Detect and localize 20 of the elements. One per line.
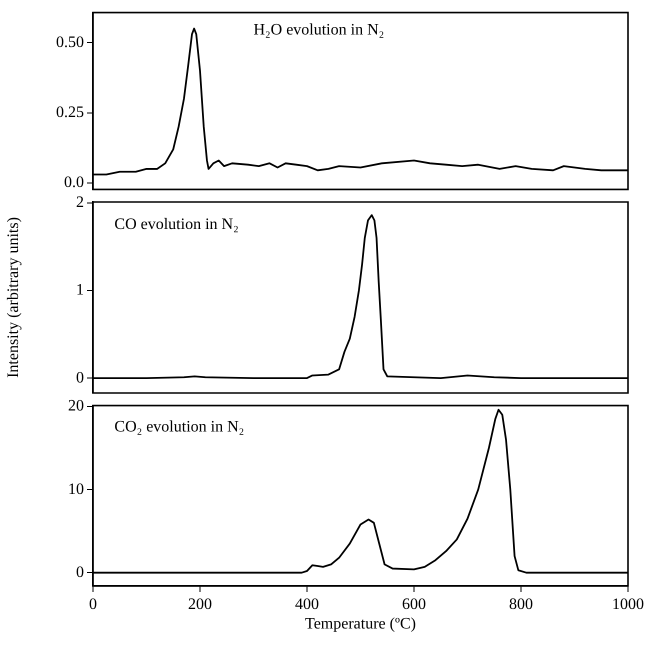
y-tick-label: 0: [76, 369, 84, 386]
x-tick-label: 400: [295, 596, 319, 613]
y-tick-label: 20: [68, 398, 84, 415]
y-tick-label: 0.50: [56, 34, 84, 51]
annotation: CO₂ evolution in N₂: [114, 418, 244, 436]
x-tick-label: 0: [89, 596, 97, 613]
y-tick-label: 10: [68, 480, 84, 498]
y-axis-title: Intensity (arbitrary units): [4, 217, 22, 378]
x-tick-label: 800: [509, 596, 533, 613]
x-tick-label: 200: [188, 596, 212, 613]
x-tick-label: 1000: [612, 596, 644, 613]
y-tick-label: 2: [76, 194, 84, 212]
annotation: CO evolution in N₂: [114, 216, 239, 234]
annotation: H₂O evolution in N₂: [254, 21, 384, 38]
y-tick-label: 1: [76, 282, 84, 299]
y-tick-label: 0.25: [56, 104, 84, 121]
y-tick-label: 0: [76, 564, 84, 581]
x-tick-label: 600: [402, 596, 426, 613]
y-tick-label: 0.0: [64, 174, 84, 192]
x-axis-title: Temperature (ºC): [305, 616, 416, 633]
